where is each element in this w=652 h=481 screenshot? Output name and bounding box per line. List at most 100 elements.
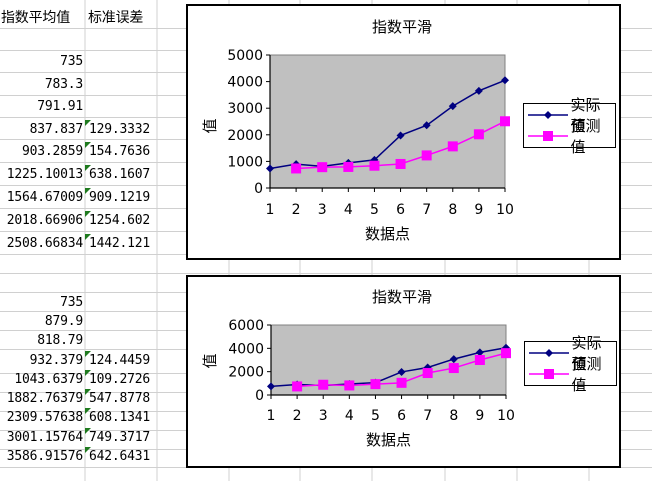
error-indicator-icon — [85, 165, 91, 171]
cell-std-error[interactable]: 749.3717 — [89, 430, 151, 445]
cell-exp-average[interactable]: 1225.10013 — [6, 167, 83, 182]
cell-exp-average[interactable]: 735 — [60, 295, 83, 310]
x-tick-label: 10 — [497, 408, 515, 424]
legend-item-actual: 实际值 — [528, 96, 615, 135]
x-tick-label: 4 — [345, 408, 354, 424]
y-tick-label: 4000 — [228, 341, 264, 357]
cell-std-error[interactable]: 1442.121 — [89, 236, 151, 251]
diamond-marker-icon — [422, 121, 431, 130]
square-marker-icon — [473, 129, 484, 140]
square-marker-icon — [369, 160, 380, 171]
diamond-marker-icon — [448, 102, 457, 111]
y-tick-label: 2000 — [227, 128, 263, 144]
chart-title: 指数平滑 — [372, 18, 432, 36]
diamond-marker-icon — [266, 164, 274, 173]
legend-item-predicted: 预测值 — [529, 355, 616, 394]
square-marker-icon — [528, 131, 568, 141]
error-indicator-icon — [85, 234, 91, 240]
cell-exp-average[interactable]: 1882.76379 — [6, 391, 83, 406]
error-indicator-icon — [85, 142, 91, 148]
error-indicator-icon — [85, 370, 91, 376]
y-tick-label: 3000 — [227, 101, 263, 117]
x-tick-label: 5 — [371, 408, 380, 424]
y-tick-label: 0 — [255, 388, 264, 404]
line-chart-plot: 指数平滑 0 2000 4000 6000 1 2 3 4 5 6 7 8 9 10 数据点 值 — [201, 288, 515, 449]
square-marker-icon — [370, 379, 381, 390]
x-tick-label: 6 — [397, 408, 406, 424]
square-marker-icon — [317, 162, 328, 173]
y-tick-label: 0 — [254, 181, 263, 197]
cell-exp-average[interactable]: 2508.66834 — [6, 236, 83, 251]
square-marker-icon — [422, 368, 433, 379]
square-marker-icon — [448, 363, 459, 374]
cell-exp-average[interactable]: 2309.57638 — [6, 410, 83, 425]
x-tick-label: 9 — [475, 408, 484, 424]
cell-exp-average[interactable]: 783.3 — [44, 77, 83, 92]
square-marker-icon — [318, 379, 329, 390]
cell-exp-average[interactable]: 1043.6379 — [14, 372, 83, 387]
column-header-exp-average[interactable]: 指数平均值 — [1, 10, 70, 26]
error-indicator-icon — [85, 408, 91, 414]
cell-exp-average[interactable]: 2018.66906 — [6, 213, 83, 228]
x-axis-label: 数据点 — [366, 431, 411, 449]
diamond-marker-icon — [474, 86, 483, 95]
y-axis-label: 值 — [201, 353, 219, 368]
cell-std-error[interactable]: 129.3332 — [89, 122, 151, 137]
cell-exp-average[interactable]: 932.379 — [29, 353, 84, 368]
square-marker-icon — [421, 150, 432, 161]
cell-std-error[interactable]: 642.6431 — [89, 449, 151, 464]
diamond-marker-icon — [449, 355, 458, 364]
x-tick-label: 1 — [267, 408, 276, 424]
cell-std-error[interactable]: 124.4459 — [89, 353, 151, 368]
x-tick-label: 8 — [448, 202, 457, 218]
legend-label-predicted: 预测值 — [570, 117, 601, 156]
legend-label-actual: 实际值 — [571, 334, 602, 373]
cell-exp-average[interactable]: 837.837 — [29, 122, 84, 137]
cell-exp-average[interactable]: 879.9 — [44, 314, 83, 329]
cell-exp-average[interactable]: 735 — [60, 54, 83, 69]
y-tick-label: 4000 — [227, 75, 263, 91]
cell-exp-average[interactable]: 3001.15764 — [6, 430, 83, 445]
chart-legend[interactable]: 实际值 预测值 — [524, 334, 617, 394]
square-marker-icon — [500, 116, 510, 127]
legend-label-actual: 实际值 — [570, 96, 601, 135]
cell-std-error[interactable]: 638.1607 — [89, 167, 151, 182]
legend-item-predicted: 预测值 — [528, 117, 615, 156]
y-tick-label: 1000 — [227, 154, 263, 170]
error-indicator-icon — [85, 447, 91, 453]
error-indicator-icon — [85, 428, 91, 434]
square-marker-icon — [344, 380, 355, 391]
cell-std-error[interactable]: 154.7636 — [89, 144, 151, 159]
chart-exponential-smoothing-2[interactable]: 指数平滑 0 2000 4000 6000 1 2 3 4 5 6 7 8 9 10 数据点 值 实际值 预测值 — [186, 275, 621, 468]
cell-std-error[interactable]: 547.8778 — [89, 391, 151, 406]
square-marker-icon — [501, 348, 511, 359]
diamond-marker-icon — [396, 131, 405, 140]
y-axis-label: 值 — [201, 118, 219, 133]
diamond-marker-icon — [528, 111, 568, 119]
x-tick-label: 4 — [344, 202, 353, 218]
error-indicator-icon — [85, 120, 91, 126]
diamond-marker-icon — [397, 367, 406, 376]
diamond-marker-icon — [267, 382, 275, 391]
cell-exp-average[interactable]: 1564.67009 — [6, 190, 83, 205]
cell-exp-average[interactable]: 3586.91576 — [6, 449, 83, 464]
cell-exp-average[interactable]: 791.91 — [37, 99, 83, 114]
square-marker-icon — [291, 163, 302, 174]
cell-std-error[interactable]: 1254.602 — [89, 213, 151, 228]
diamond-marker-icon — [501, 76, 509, 85]
chart-legend[interactable]: 实际值 预测值 — [523, 96, 616, 156]
x-tick-label: 1 — [266, 202, 275, 218]
cell-exp-average[interactable]: 903.2859 — [21, 144, 83, 159]
column-header-std-error[interactable]: 标准误差 — [88, 10, 144, 26]
chart-exponential-smoothing-1[interactable]: 指数平滑 0 1000 2000 3000 4000 5000 1 2 3 4 5 6 7 8 9 10 数据点 值… — [186, 4, 621, 260]
square-marker-icon — [395, 158, 406, 169]
y-tick-label: 6000 — [228, 318, 264, 334]
legend-label-predicted: 预测值 — [571, 355, 602, 394]
square-marker-icon — [447, 141, 458, 152]
cell-exp-average[interactable]: 818.79 — [37, 333, 83, 348]
cell-std-error[interactable]: 909.1219 — [89, 190, 151, 205]
cell-std-error[interactable]: 608.1341 — [89, 410, 151, 425]
cell-std-error[interactable]: 109.2726 — [89, 372, 151, 387]
square-marker-icon — [529, 369, 569, 379]
x-tick-label: 3 — [319, 408, 328, 424]
